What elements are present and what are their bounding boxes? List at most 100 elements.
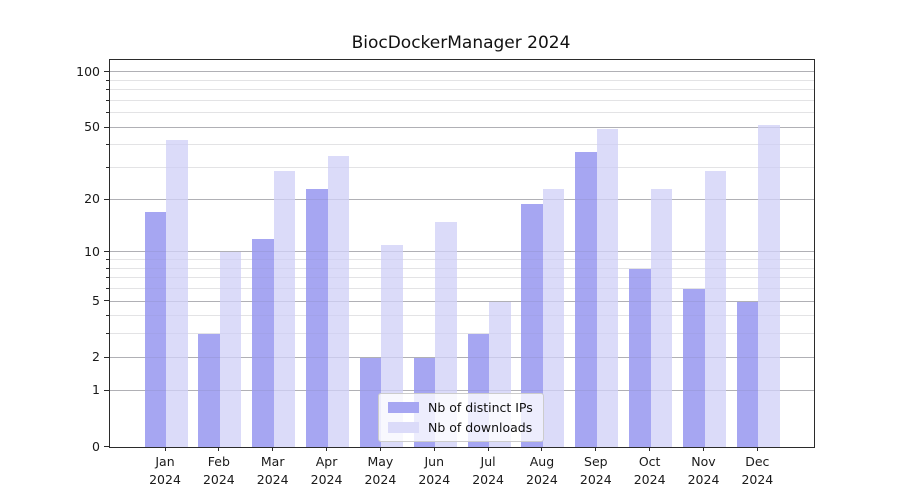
x-tick-month: Mar [260,454,285,469]
bar-distinct-ips-sep [575,151,597,447]
gridline-10 [110,251,814,253]
gridline-overlay-6 [110,287,814,289]
y-tick-label-2: 2 [92,349,100,365]
y-tick-10 [104,251,109,253]
x-tick-label-dec: Dec 2024 [717,453,797,488]
gridlines-overlay [110,60,814,447]
gridline-30 [110,167,814,169]
gridline-2 [110,356,814,358]
bar-downloads-dec [758,124,780,447]
x-tick-aug [541,446,543,451]
gridline-overlay-20 [110,198,814,200]
gridline-7 [110,277,814,279]
gridline-overlay-40 [110,144,814,146]
legend-row: Nb of distinct IPs [388,400,533,415]
bar-distinct-ips-apr [306,188,328,447]
x-tick-month: Oct [638,454,661,469]
y-minor-tick-7 [106,277,109,279]
bar-distinct-ips-oct [629,268,651,447]
gridline-4 [110,315,814,317]
y-tick-label-20: 20 [84,191,100,207]
x-tick-label-sep: Sep 2024 [556,453,636,488]
gridline-overlay-80 [110,89,814,91]
y-tick-label-10: 10 [84,243,100,259]
x-tick-year: 2024 [633,471,666,487]
bar-distinct-ips-mar [252,238,274,447]
x-tick-year: 2024 [526,471,558,487]
x-tick-month: Nov [691,454,716,469]
y-minor-tick-40 [106,144,109,146]
bar-downloads-jun [435,221,457,447]
y-tick-1 [104,389,109,391]
y-minor-tick-70 [106,99,109,101]
chart-title: BiocDockerManager 2024 [351,33,571,53]
x-tick-label-jan: Jan 2024 [125,453,205,488]
x-tick-mar [272,446,274,451]
x-tick-year: 2024 [149,471,181,487]
x-tick-nov [703,446,704,451]
y-tick-label-100: 100 [76,63,100,79]
y-minor-tick-80 [106,89,109,91]
y-tick-label-1: 1 [92,382,100,398]
bar-downloads-jan [166,139,188,447]
x-tick-jul [487,446,489,451]
x-tick-oct [649,446,651,451]
legend-row: Nb of downloads [388,420,533,435]
x-tick-label-nov: Nov 2024 [664,453,744,488]
bar-downloads-oct [650,188,673,447]
y-tick-100 [104,71,109,73]
y-tick-label-5: 5 [92,292,100,308]
x-tick-month: Jun [424,454,445,469]
y-minor-tick-30 [106,167,109,169]
bar-downloads-aug [542,188,565,447]
legend-label-distinct-ips: Nb of distinct IPs [428,400,533,415]
gridline-1 [110,389,814,391]
x-tick-month: Jan [155,454,175,469]
bar-distinct-ips-nov [683,288,705,447]
y-minor-tick-6 [106,287,109,289]
gridline-overlay-100 [110,71,814,73]
x-tick-year: 2024 [741,471,774,487]
gridline-overlay-7 [110,277,814,279]
y-tick-0 [104,446,109,447]
gridline-40 [110,144,814,146]
legend-swatch-distinct-ips [388,402,419,413]
plot-area: Nb of distinct IPs Nb of downloads [109,59,815,448]
x-tick-month: May [367,454,394,469]
x-tick-label-may: May 2024 [340,453,420,488]
gridline-5 [110,300,814,302]
legend: Nb of distinct IPs Nb of downloads [378,393,544,442]
x-tick-month: Sep [584,454,608,469]
x-tick-dec [756,446,758,451]
y-tick-label-0: 0 [92,438,100,454]
bar-distinct-ips-feb [198,334,220,447]
gridline-overlay-70 [110,99,814,101]
y-minor-tick-60 [106,112,109,114]
y-minor-tick-90 [106,79,109,81]
bar-distinct-ips-jan [144,212,166,447]
x-tick-jun [433,446,435,451]
x-tick-year: 2024 [202,471,235,487]
gridline-overlay-50 [110,126,814,128]
x-tick-year: 2024 [687,471,720,487]
x-tick-label-aug: Aug 2024 [502,453,582,488]
y-tick-20 [104,198,109,200]
gridline-8 [110,267,814,269]
x-tick-year: 2024 [418,471,451,487]
x-tick-year: 2024 [256,471,289,487]
x-tick-label-jun: Jun 2024 [394,453,474,488]
x-tick-label-jul: Jul 2024 [448,453,528,488]
bar-downloads-mar [273,170,296,447]
gridline-overlay-90 [110,79,814,81]
bar-downloads-nov [704,170,726,447]
x-tick-year: 2024 [579,471,612,487]
x-tick-month: Jul [480,454,496,469]
gridline-70 [110,99,814,101]
x-tick-may [379,446,381,451]
x-tick-label-oct: Oct 2024 [610,453,690,488]
x-tick-month: Apr [315,454,338,469]
legend-swatch-downloads [388,422,419,433]
x-tick-month: Feb [207,454,230,469]
y-tick-2 [104,356,109,358]
